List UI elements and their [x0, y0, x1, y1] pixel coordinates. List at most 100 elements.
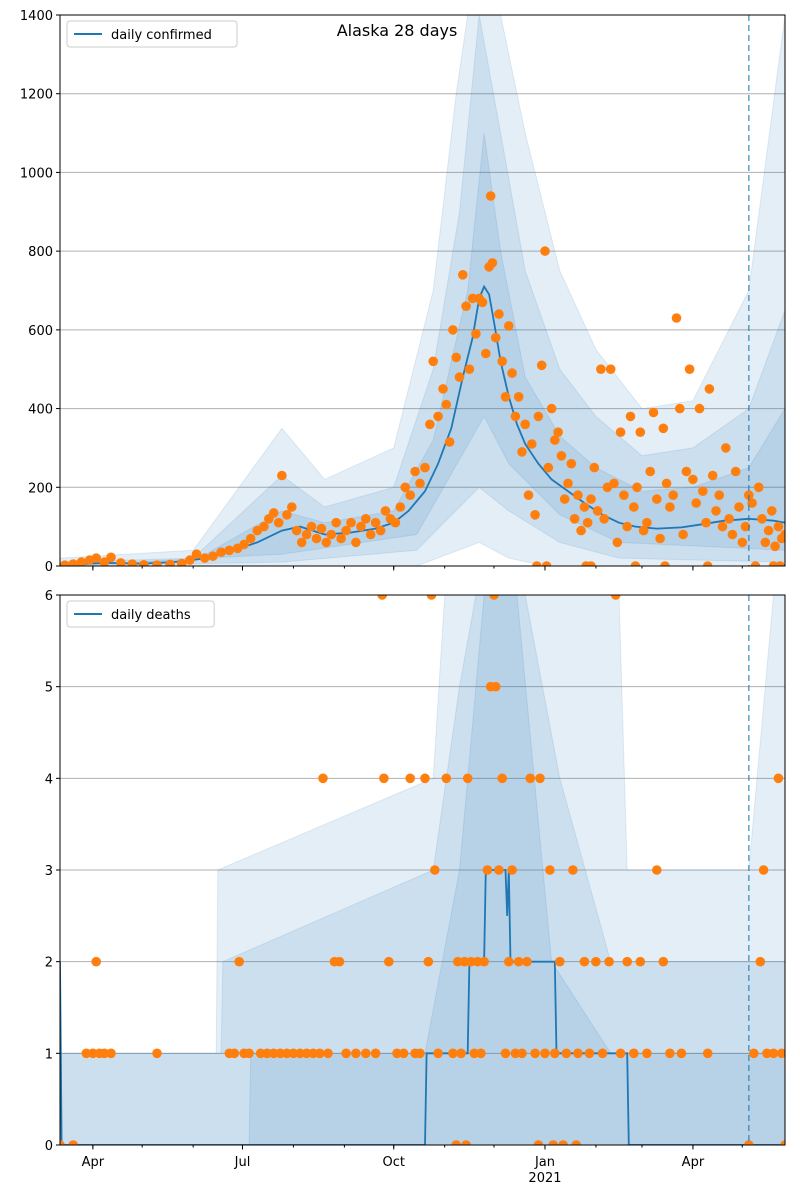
y-tick-label: 4 — [45, 772, 53, 787]
data-point — [630, 561, 641, 566]
data-point — [392, 1048, 402, 1059]
data-point — [405, 773, 416, 784]
data-point — [433, 1048, 443, 1059]
data-point — [525, 773, 535, 784]
data-point — [629, 502, 639, 512]
data-point — [185, 555, 195, 565]
data-point — [545, 865, 555, 875]
data-point — [773, 773, 784, 784]
data-point — [239, 539, 249, 550]
data-point — [540, 246, 550, 256]
data-point — [773, 521, 784, 532]
data-point — [365, 529, 376, 540]
data-point — [323, 1048, 333, 1059]
data-point — [597, 1048, 608, 1059]
data-point — [576, 525, 586, 536]
data-point — [532, 561, 542, 566]
legend-box — [66, 20, 238, 48]
y-tick-label: 800 — [28, 245, 53, 260]
data-point — [599, 514, 609, 524]
data-point — [522, 956, 532, 967]
data-point — [517, 1048, 527, 1059]
data-point — [642, 1048, 652, 1059]
data-point — [553, 427, 563, 438]
y-tick-label: 2 — [45, 956, 53, 971]
data-point — [744, 1140, 754, 1145]
data-point — [481, 348, 491, 359]
data-point — [760, 537, 771, 548]
data-point — [306, 521, 317, 532]
data-point — [139, 560, 149, 566]
data-point — [479, 956, 489, 967]
data-point — [461, 301, 471, 312]
data-point — [410, 466, 420, 477]
data-point — [604, 956, 614, 967]
axes-frame — [59, 14, 786, 567]
data-point — [548, 1140, 558, 1145]
y-tick-label: 1200 — [20, 88, 53, 103]
data-point — [688, 474, 698, 485]
data-point — [334, 956, 345, 967]
data-point — [471, 329, 481, 339]
data-point — [400, 482, 411, 493]
y-tick-label: 3 — [45, 864, 53, 879]
data-point — [331, 517, 342, 528]
data-point — [259, 521, 269, 532]
data-point — [380, 506, 391, 516]
data-point — [377, 595, 387, 600]
data-point — [556, 451, 567, 461]
data-point — [767, 506, 777, 516]
data-point — [152, 560, 162, 566]
data-point — [770, 541, 780, 552]
data-point — [645, 466, 655, 477]
data-point — [605, 364, 616, 375]
y-tick-label: 1400 — [20, 9, 53, 24]
data-point — [541, 561, 552, 566]
data-point — [681, 466, 692, 477]
data-point — [191, 549, 202, 559]
data-point — [530, 510, 540, 520]
data-point — [127, 559, 138, 566]
data-point — [768, 1048, 779, 1059]
data-point — [763, 525, 774, 536]
data-point — [540, 1048, 550, 1059]
data-point — [356, 521, 366, 532]
data-point — [740, 521, 751, 532]
data-point — [68, 559, 78, 566]
data-point — [701, 517, 711, 528]
data-point — [615, 1048, 626, 1059]
data-point — [262, 1048, 272, 1059]
x-tick-sublabel: 2021 — [528, 1171, 561, 1186]
data-point — [458, 270, 468, 280]
data-point — [536, 360, 547, 371]
data-point — [757, 514, 767, 524]
data-point — [291, 525, 302, 536]
data-point — [550, 1048, 560, 1059]
legend: daily confirmed — [66, 20, 238, 48]
data-point — [91, 553, 101, 563]
data-point — [721, 443, 731, 453]
data-point — [569, 514, 580, 524]
data-point — [224, 545, 235, 556]
data-point — [504, 321, 514, 331]
data-point — [448, 325, 458, 335]
data-point — [520, 419, 530, 430]
data-point — [609, 478, 619, 489]
data-point — [301, 1048, 312, 1059]
data-point — [711, 506, 721, 516]
data-point — [747, 498, 757, 508]
data-point — [648, 407, 659, 418]
data-point — [469, 1048, 480, 1059]
data-point — [749, 1048, 759, 1059]
data-point — [579, 956, 590, 967]
y-tick-label: 1000 — [20, 166, 53, 181]
data-point — [530, 1048, 540, 1059]
data-point — [361, 514, 371, 524]
legend-label: daily confirmed — [111, 28, 212, 43]
data-point — [461, 1140, 471, 1145]
data-point — [415, 1048, 425, 1059]
data-point — [527, 439, 537, 449]
data-point — [500, 392, 511, 402]
data-point — [490, 332, 501, 343]
